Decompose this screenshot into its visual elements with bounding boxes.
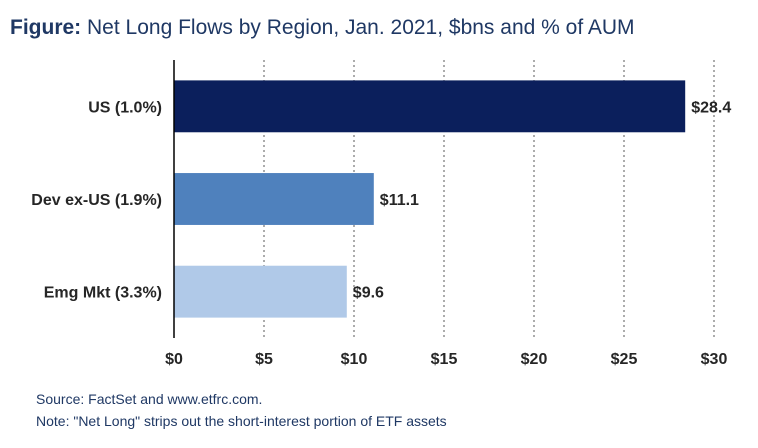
bar-2	[174, 265, 347, 318]
x-tick-label-6: $30	[701, 351, 728, 368]
title-lead: Figure:	[10, 16, 82, 39]
data-label-1: $11.1	[380, 192, 419, 209]
chart-title: Figure: Net Long Flows by Region, Jan. 2…	[10, 16, 635, 40]
x-tick-label-0: $0	[165, 351, 183, 368]
category-label-1: Dev ex-US (1.9%)	[31, 192, 162, 209]
x-tick-label-5: $25	[611, 351, 638, 368]
data-label-2: $9.6	[353, 285, 384, 302]
data-label-0: $28.4	[691, 99, 731, 116]
source-note: Source: FactSet and www.etfrc.com.	[36, 391, 263, 407]
category-label-2: Emg Mkt (3.3%)	[44, 285, 162, 302]
footnote: Note: "Net Long" strips out the short-in…	[36, 413, 447, 429]
title-text: Net Long Flows by Region, Jan. 2021, $bn…	[87, 16, 635, 39]
x-tick-label-3: $15	[431, 351, 458, 368]
x-tick-label-4: $20	[521, 351, 548, 368]
bar-1	[174, 173, 374, 225]
bar-0	[174, 80, 686, 133]
x-tick-label-2: $10	[341, 351, 368, 368]
category-label-0: US (1.0%)	[88, 99, 162, 116]
x-tick-label-1: $5	[255, 351, 273, 368]
